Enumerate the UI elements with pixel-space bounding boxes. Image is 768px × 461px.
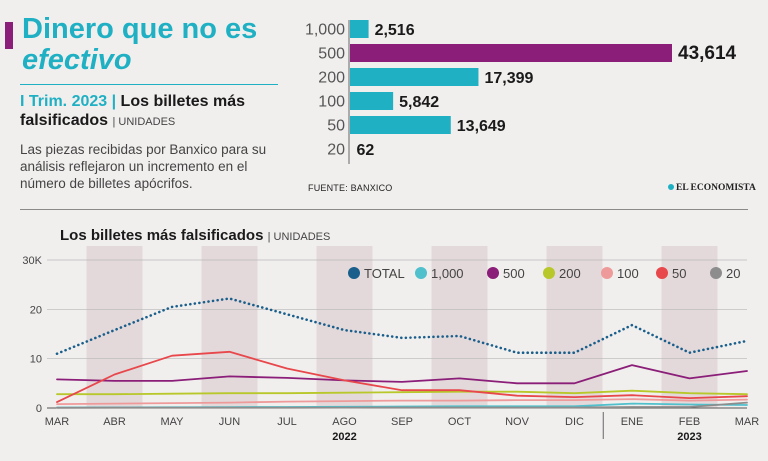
legend-marker [543,267,555,279]
bar-category-label: 200 [318,70,345,87]
legend-marker [601,267,613,279]
accent-bar [5,22,13,49]
legend-label: 20 [726,266,740,281]
x-tick-label: MAR [45,416,70,428]
bar-4 [350,116,451,134]
x-tick-label: ABR [103,416,126,428]
headline: Dinero que no es efectivo [22,14,257,76]
legend-label: TOTAL [364,266,405,281]
headline-line-1: Dinero que no es [22,13,258,45]
bar-value-label: 17,399 [484,70,533,87]
bar-0 [350,20,369,38]
headline-line-2: efectivo [22,44,132,76]
legend-label: 1,000 [431,266,464,281]
legend-label: 50 [672,266,686,281]
denomination-bar-chart: 1,000 2,516 500 43,614 200 17,399 100 5,842 50 13… [305,20,737,164]
subhead-period: I Trim. 2023 | [20,93,117,110]
line-chart-title-text: Los billetes más falsificados [60,227,264,244]
shaded-band [431,246,488,408]
y-tick-label: 0 [36,403,42,415]
line-chart-title: Los billetes más falsificados | UNIDADES [60,227,330,244]
legend-marker [656,267,668,279]
series-line-200 [56,389,748,396]
series-line-100 [56,398,748,406]
logo-dot-icon [668,184,674,190]
legend-label: 100 [617,266,639,281]
x-tick-label: FEB [679,416,700,428]
x-tick-label: JUL [277,416,297,428]
legend-label: 500 [503,266,525,281]
bar-value-label: 13,649 [457,118,506,135]
legend-marker [348,267,360,279]
section-divider [20,209,748,210]
series-line-500 [56,364,748,385]
bar-category-label: 500 [318,46,345,63]
x-tick-label: ENE [621,416,644,428]
bar-value-label: 2,516 [375,22,415,39]
bar-1 [350,44,672,62]
legend-marker [710,267,722,279]
series-line-20 [56,401,748,409]
subhead-title: Los billetes más falsificados [20,93,246,129]
year-label: 2023 [677,431,701,443]
bar-value-label: 43,614 [678,43,737,64]
x-tick-label: SEP [391,416,413,428]
brand-logo: EL ECONOMISTA [668,183,756,193]
y-tick-label: 20 [30,304,42,316]
shaded-band [201,246,258,408]
series-line-50 [56,350,748,404]
x-tick-label: AGO [332,416,357,428]
y-tick-label: 30K [22,255,42,267]
subhead-units: | UNIDADES [112,116,176,128]
line-chart-units: | UNIDADES [267,231,331,243]
description: Las piezas recibidas por Banxico para su… [20,142,267,191]
legend-label: 200 [559,266,581,281]
x-tick-label: NOV [505,416,530,428]
bar-3 [350,92,394,110]
bar-value-label: 5,842 [399,94,439,111]
bar-value-label: 62 [356,142,374,159]
x-tick-label: MAY [160,416,184,428]
divider [20,84,278,85]
series-line-total [55,297,749,356]
source: FUENTE: BANXICO [308,183,393,193]
x-tick-label: MAR [735,416,760,428]
bar-category-label: 1,000 [305,22,345,39]
brand-name: EL ECONOMISTA [676,183,756,193]
bar-category-label: 100 [318,94,345,111]
x-tick-label: OCT [448,416,472,428]
legend-marker [487,267,499,279]
bar-category-label: 50 [327,118,345,135]
shaded-band [661,246,718,408]
subhead: I Trim. 2023 | Los billetes más falsific… [20,92,290,132]
year-label: 2022 [332,431,356,443]
shaded-band [546,246,603,408]
bar-2 [350,68,479,86]
x-tick-label: JUN [219,416,240,428]
legend-marker [415,267,427,279]
bar-category-label: 20 [327,142,345,159]
x-tick-label: DIC [565,416,584,428]
y-tick-label: 10 [30,354,42,366]
